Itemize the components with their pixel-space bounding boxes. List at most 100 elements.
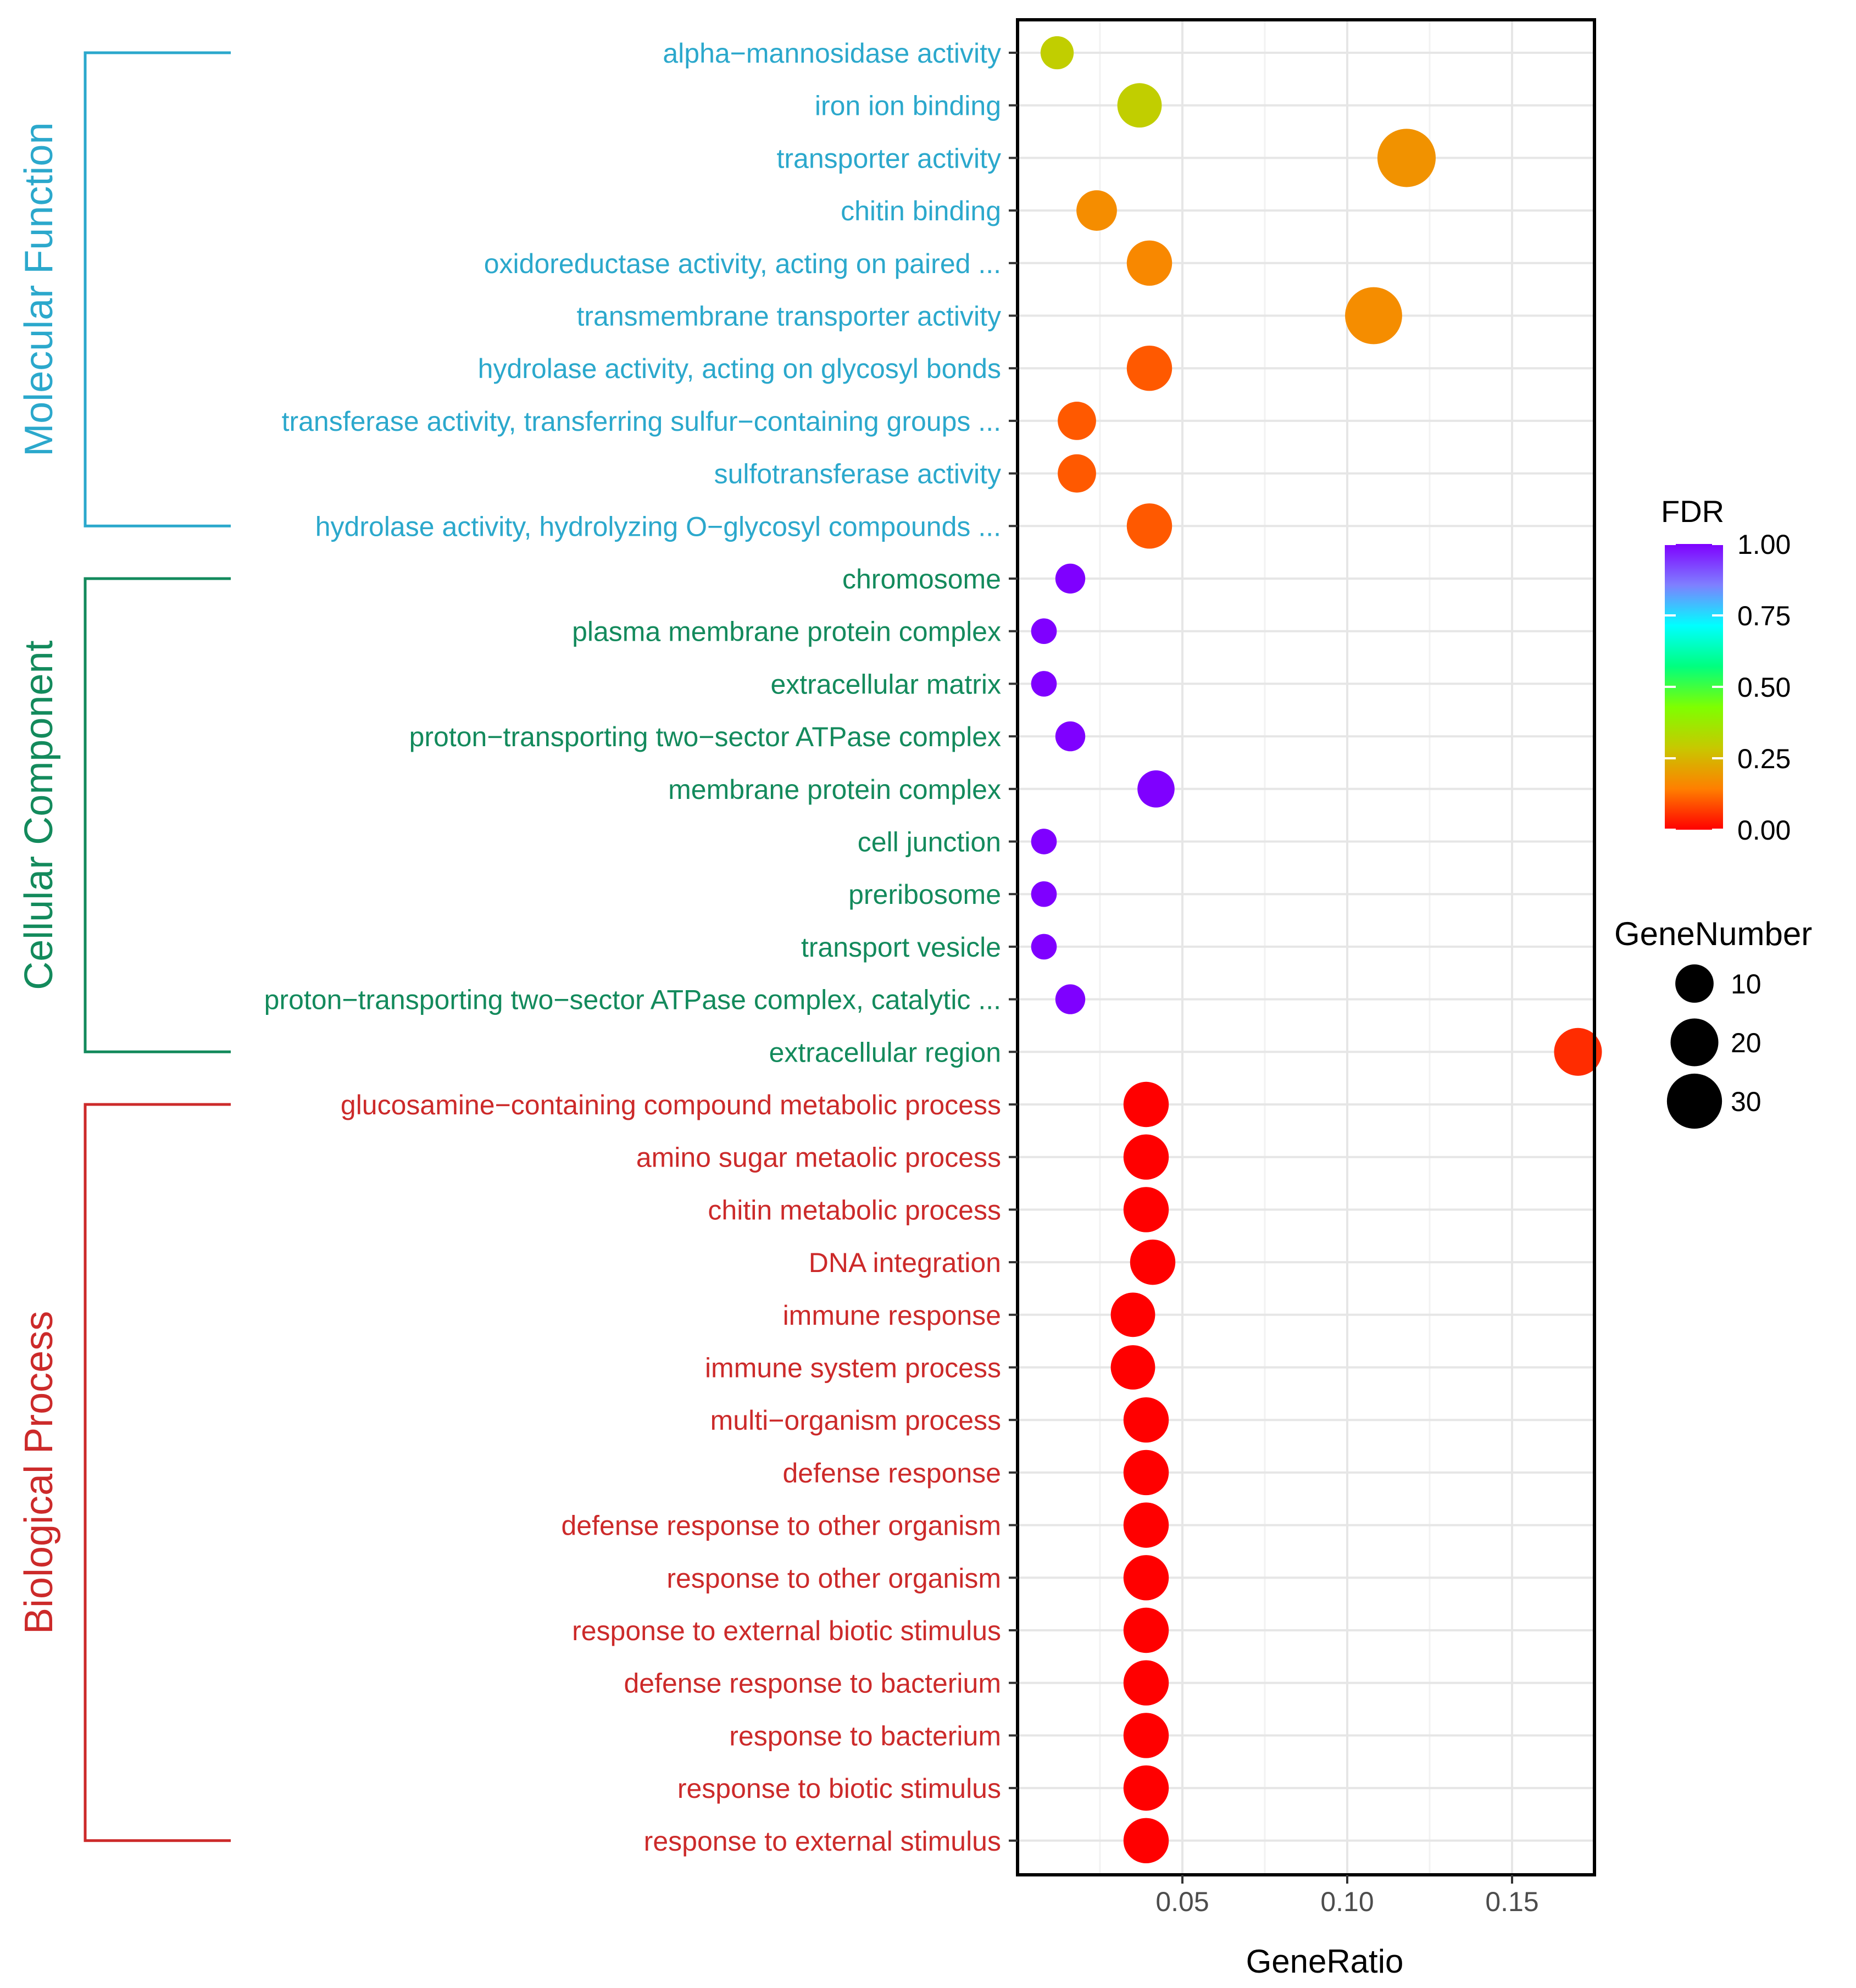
term-label: membrane protein complex <box>668 774 1001 805</box>
bubble-point <box>1123 1397 1169 1443</box>
term-label: preribosome <box>848 879 1001 910</box>
size-legend-label: 20 <box>1731 1028 1761 1058</box>
x-tick-label: 0.15 <box>1485 1886 1538 1917</box>
term-label: hydrolase activity, acting on glycosyl b… <box>478 353 1001 384</box>
x-axis-title: GeneRatio <box>1246 1943 1404 1980</box>
bubble-point <box>1031 934 1057 960</box>
term-label: response to external biotic stimulus <box>572 1615 1001 1646</box>
term-label: multi−organism process <box>710 1405 1001 1436</box>
bubble-point <box>1345 287 1402 345</box>
term-label: response to bacterium <box>729 1720 1001 1751</box>
colorbar-tick-label: 0.50 <box>1737 672 1791 703</box>
term-label: extracellular region <box>769 1037 1001 1068</box>
term-label: oxidoreductase activity, acting on paire… <box>484 248 1001 279</box>
category-bracket <box>84 577 231 1053</box>
term-label: transporter activity <box>777 143 1001 174</box>
data-points <box>1031 36 1602 1864</box>
bubble-point <box>1123 1660 1169 1706</box>
term-label: extracellular matrix <box>770 669 1001 699</box>
bubble-point <box>1123 1607 1169 1653</box>
bubble-point <box>1031 829 1057 854</box>
category-brackets: Molecular Function Cellular Component Biol… <box>17 51 231 1842</box>
bubble-point <box>1031 618 1057 645</box>
term-label: glucosamine−containing compound metaboli… <box>341 1090 1001 1120</box>
bubble-point <box>1126 345 1172 391</box>
category-label: Molecular Function <box>17 123 61 457</box>
bubble-point <box>1377 129 1436 187</box>
bubble-point <box>1123 1450 1169 1496</box>
bubble-point <box>1031 881 1057 907</box>
bubble-point <box>1123 1502 1169 1548</box>
term-label: defense response to bacterium <box>624 1668 1001 1699</box>
term-label: transferase activity, transferring sulfu… <box>282 406 1001 437</box>
term-label: defense response to other organism <box>562 1511 1002 1541</box>
colorbar-tick-label: 0.75 <box>1737 601 1791 631</box>
y-axis: alpha−mannosidase activity iron ion bindi… <box>264 38 1018 1857</box>
bubble-point <box>1055 721 1086 752</box>
term-label: response to external stimulus <box>644 1826 1001 1857</box>
x-tick-label: 0.05 <box>1155 1886 1209 1917</box>
fdr-legend: FDR 1.00 0.75 0.50 0.25 0.00 <box>1661 494 1791 846</box>
size-legend-dot <box>1666 1073 1722 1129</box>
category-bracket <box>84 1103 231 1842</box>
term-label: response to other organism <box>666 1563 1001 1593</box>
bubble-point <box>1123 1187 1169 1232</box>
term-label: chitin metabolic process <box>708 1195 1001 1225</box>
bubble-point <box>1123 1134 1169 1180</box>
term-label: plasma membrane protein complex <box>572 617 1001 647</box>
x-tick-label: 0.10 <box>1320 1886 1374 1917</box>
bubble-point <box>1117 83 1162 128</box>
gene-number-legend: GeneNumber 10 20 30 <box>1614 915 1812 1129</box>
term-label: transmembrane transporter activity <box>576 301 1001 332</box>
bubble-point <box>1110 1292 1155 1337</box>
colorbar-tick-label: 0.25 <box>1737 743 1791 774</box>
bubble-point <box>1058 402 1096 440</box>
colorbar-tick-label: 1.00 <box>1737 529 1791 560</box>
term-label: DNA integration <box>809 1247 1001 1278</box>
term-label: immune system process <box>705 1353 1001 1384</box>
term-label: chromosome <box>842 564 1001 595</box>
size-legend-dot <box>1675 964 1714 1003</box>
term-label: response to biotic stimulus <box>677 1773 1001 1804</box>
term-label: proton−transporting two−sector ATPase co… <box>264 985 1001 1015</box>
size-legend-label: 10 <box>1731 969 1761 999</box>
bubble-point <box>1554 1028 1602 1076</box>
bubble-point <box>1055 563 1086 594</box>
term-label: cell junction <box>858 827 1001 858</box>
bubble-point <box>1076 190 1117 231</box>
size-legend-dot <box>1670 1018 1719 1067</box>
term-label: hydrolase activity, hydrolyzing O−glycos… <box>315 511 1001 542</box>
gene-number-legend-title: GeneNumber <box>1614 915 1812 952</box>
colorbar-tick-label: 0.00 <box>1737 815 1791 846</box>
bubble-point <box>1130 1239 1176 1285</box>
grid-lines <box>1018 20 1594 1875</box>
bubble-point <box>1126 503 1172 549</box>
bubble-point <box>1058 454 1096 493</box>
size-legend-label: 30 <box>1731 1086 1761 1117</box>
category-label: Biological Process <box>17 1311 61 1634</box>
term-label: sulfotransferase activity <box>714 459 1001 490</box>
term-label: immune response <box>783 1300 1001 1331</box>
fdr-legend-title: FDR <box>1661 494 1724 529</box>
term-label: iron ion binding <box>815 91 1001 121</box>
bubble-point <box>1123 1081 1169 1128</box>
bubble-point <box>1123 1713 1169 1758</box>
term-label: proton−transporting two−sector ATPase co… <box>409 721 1001 752</box>
bubble-point <box>1137 770 1175 808</box>
x-axis: 0.05 0.10 0.15 <box>1155 1875 1539 1917</box>
bubble-point <box>1123 1765 1169 1811</box>
bubble-point <box>1126 240 1172 286</box>
category-label: Cellular Component <box>17 640 61 990</box>
bubble-point <box>1031 671 1057 697</box>
bubble-point <box>1110 1345 1155 1390</box>
term-label: alpha−mannosidase activity <box>663 38 1001 69</box>
category-bracket <box>84 51 231 527</box>
bubble-point <box>1055 984 1086 1014</box>
term-label: chitin binding <box>841 196 1001 226</box>
term-label: defense response <box>782 1458 1001 1489</box>
bubble-point <box>1040 36 1074 70</box>
bubble-point <box>1123 1555 1169 1601</box>
term-label: amino sugar metaolic process <box>636 1142 1001 1173</box>
